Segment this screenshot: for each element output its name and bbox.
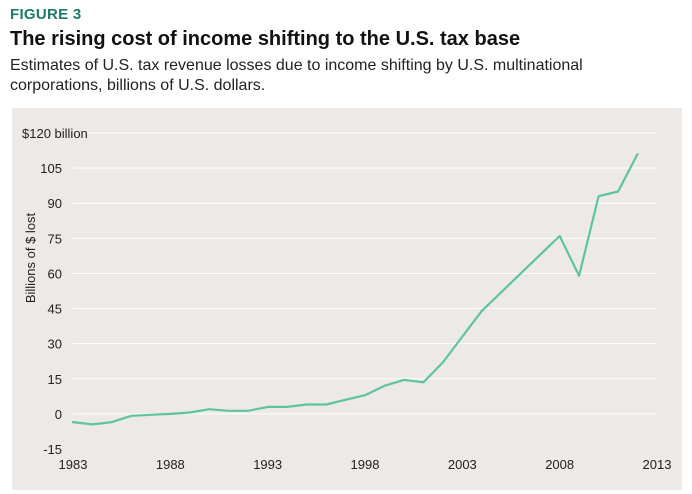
y-tick-label: 0	[55, 407, 62, 422]
y-tick-label: 105	[40, 161, 62, 176]
x-tick-label: 2008	[545, 457, 574, 472]
y-tick-label: -15	[43, 442, 62, 457]
y-axis-label: Billions of $ lost	[23, 212, 38, 303]
series-lines	[71, 153, 639, 426]
x-tick-labels: 1983 1988 1993 1998 2003 2008 2013	[59, 457, 672, 472]
y-tick-label: 15	[48, 372, 62, 387]
figure-label: FIGURE 3	[10, 6, 82, 23]
x-tick-label: 2013	[643, 457, 672, 472]
x-tick-label: 1983	[59, 457, 88, 472]
plot-background	[12, 108, 682, 490]
y-tick-labels: -15 0 15 30 45 60 75 90 105 $120 billion	[22, 126, 88, 457]
x-tick-label: 2003	[448, 457, 477, 472]
x-tick-label: 1993	[253, 457, 282, 472]
chart-subtitle: Estimates of U.S. tax revenue losses due…	[10, 57, 583, 94]
series-line	[71, 153, 639, 426]
y-tick-label: 90	[48, 196, 62, 211]
y-tick-label: 45	[48, 302, 62, 317]
y-tick-label: $120 billion	[22, 126, 88, 141]
x-tick-label: 1988	[156, 457, 185, 472]
y-tick-label: 60	[48, 266, 62, 281]
x-tick-label: 1998	[351, 457, 380, 472]
gridlines	[73, 132, 657, 415]
chart-title: The rising cost of income shifting to th…	[10, 28, 521, 50]
y-tick-label: 30	[48, 337, 62, 352]
y-tick-label: 75	[48, 231, 62, 246]
